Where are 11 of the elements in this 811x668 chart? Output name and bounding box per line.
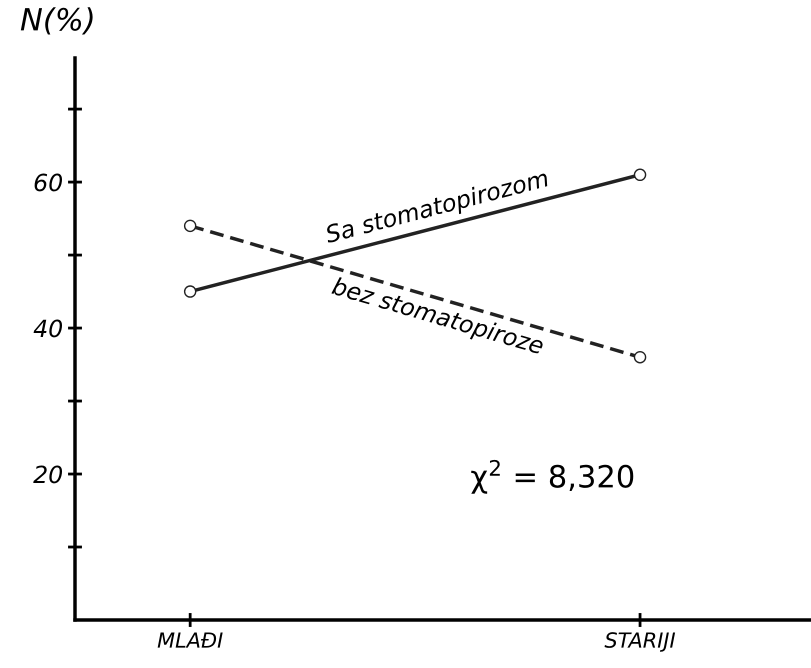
annotation: χ$^{2}$ = 8,320 (471, 460, 634, 494)
y-axis-title: N(%) (20, 7, 93, 34)
x-tick-label: STARIJI (604, 632, 676, 652)
y-tick-label: 40 (34, 320, 62, 338)
y-tick-label: 60 (34, 174, 62, 192)
y-tick-label: 20 (33, 465, 62, 484)
point (184, 220, 196, 232)
point (634, 350, 646, 364)
point (634, 168, 646, 182)
x-tick-label: MLAĐI (158, 632, 223, 648)
point (184, 285, 196, 298)
